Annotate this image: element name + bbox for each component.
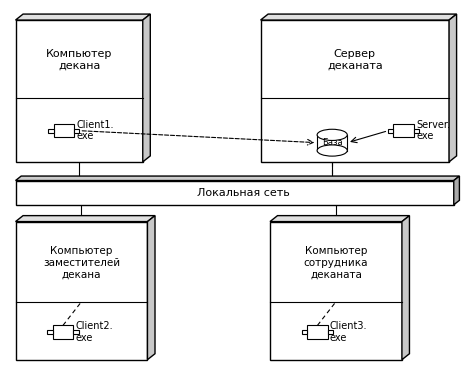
Text: Компьютер
заместителей
декана: Компьютер заместителей декана: [43, 246, 120, 280]
Text: Client2.
exe: Client2. exe: [75, 321, 113, 343]
Bar: [393, 124, 414, 137]
Polygon shape: [261, 20, 449, 162]
Text: Компьютер
декана: Компьютер декана: [46, 49, 112, 71]
Bar: [328, 330, 333, 334]
Text: Client3.
exe: Client3. exe: [330, 321, 367, 343]
Text: Server.
exe: Server. exe: [416, 120, 450, 141]
Text: База: База: [322, 138, 343, 147]
Text: Компьютер
сотрудника
деканата: Компьютер сотрудника деканата: [304, 246, 368, 280]
Polygon shape: [454, 176, 459, 205]
Bar: [48, 129, 54, 133]
Polygon shape: [270, 215, 410, 221]
Bar: [388, 129, 393, 133]
Bar: [307, 326, 328, 339]
Bar: [73, 330, 79, 334]
Polygon shape: [16, 215, 155, 221]
Text: Сервер
деканата: Сервер деканата: [327, 49, 383, 71]
Polygon shape: [402, 215, 410, 360]
Polygon shape: [270, 221, 402, 360]
Bar: [74, 129, 80, 133]
Polygon shape: [143, 14, 150, 162]
Text: Локальная сеть: Локальная сеть: [197, 188, 290, 198]
Bar: [53, 326, 73, 339]
Bar: [54, 124, 74, 137]
Polygon shape: [261, 14, 456, 20]
Polygon shape: [16, 176, 459, 180]
Bar: [302, 330, 307, 334]
Polygon shape: [147, 215, 155, 360]
Bar: [317, 135, 347, 150]
Ellipse shape: [317, 145, 347, 156]
Polygon shape: [16, 20, 143, 162]
Polygon shape: [449, 14, 456, 162]
Polygon shape: [16, 221, 147, 360]
Bar: [414, 129, 419, 133]
Text: Client1.
exe: Client1. exe: [76, 120, 114, 141]
Polygon shape: [16, 14, 150, 20]
Bar: [47, 330, 53, 334]
Ellipse shape: [317, 129, 347, 141]
Polygon shape: [16, 180, 454, 205]
